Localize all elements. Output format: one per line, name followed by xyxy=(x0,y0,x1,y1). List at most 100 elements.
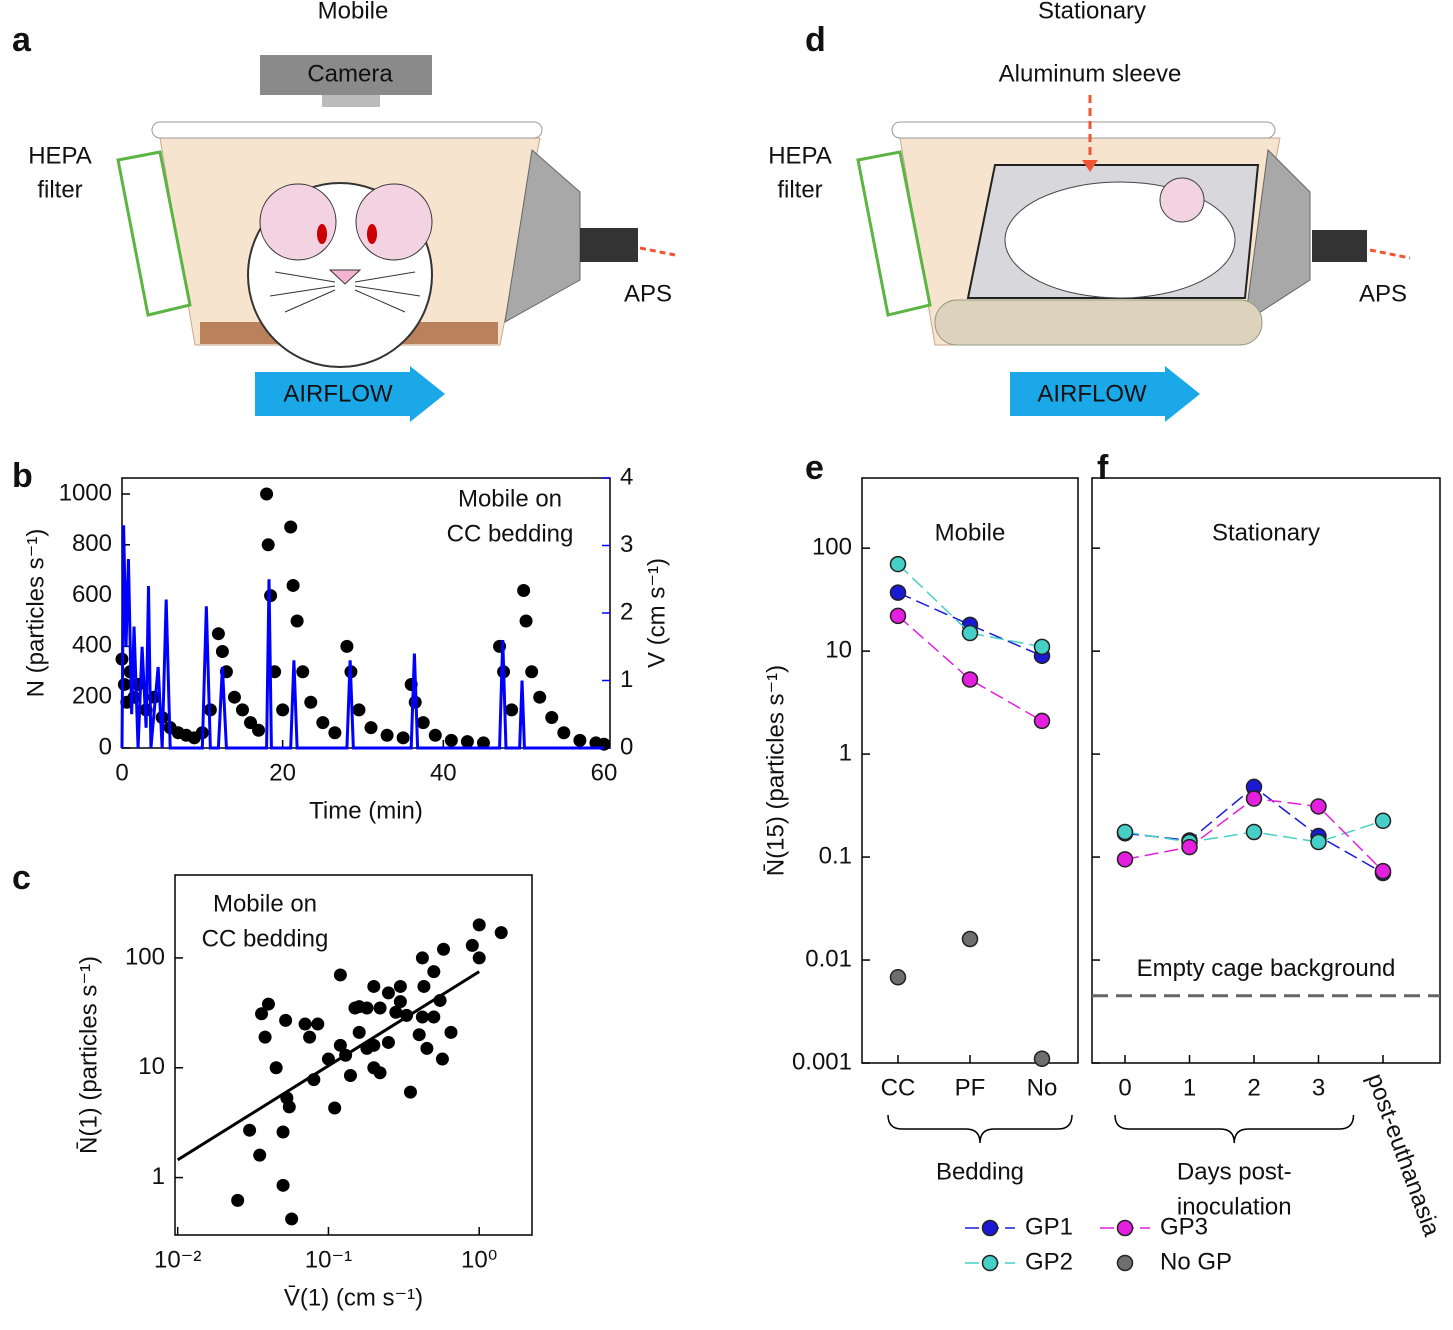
data-point xyxy=(276,1178,290,1192)
ear xyxy=(355,183,433,261)
data-point xyxy=(373,1066,387,1080)
data-point xyxy=(465,938,479,952)
data-point xyxy=(343,1069,357,1083)
data-point xyxy=(417,979,431,993)
data-point xyxy=(889,584,907,601)
data-point xyxy=(340,639,354,653)
label: APS xyxy=(1359,280,1407,307)
y-tick-label: 0.001 xyxy=(792,1048,852,1075)
panel-label: e xyxy=(805,449,824,487)
cone xyxy=(504,149,581,323)
roll xyxy=(934,299,1263,346)
y-tick-label: 10 xyxy=(825,636,852,663)
group-label: Days post- xyxy=(1177,1158,1292,1185)
y-tick-label: 400 xyxy=(72,632,112,659)
tube xyxy=(580,228,638,262)
data-point xyxy=(290,614,304,628)
legend-marker xyxy=(981,1254,999,1272)
cone xyxy=(1244,148,1311,324)
y-tick-label: 600 xyxy=(72,581,112,608)
airflow-arrow xyxy=(1010,366,1200,422)
data-point xyxy=(1374,812,1392,830)
y2-axis-label: V (cm s⁻¹) xyxy=(643,558,670,668)
ear xyxy=(1159,177,1205,223)
data-point xyxy=(519,614,533,628)
data-point xyxy=(505,703,519,717)
x-tick-label: CC xyxy=(881,1074,916,1101)
group-brace xyxy=(1114,1114,1355,1144)
series-line xyxy=(897,563,1043,648)
data-point xyxy=(215,644,229,658)
data-point xyxy=(282,1100,296,1114)
panel-title: Stationary xyxy=(1038,0,1146,24)
series-line xyxy=(176,970,480,1162)
data-point xyxy=(517,584,531,598)
x-tick-label: 10⁻² xyxy=(154,1246,201,1273)
data-point xyxy=(412,1028,426,1042)
x-tick-label: PF xyxy=(955,1074,986,1101)
data-point xyxy=(304,695,318,709)
plot-title: Mobile xyxy=(935,519,1006,546)
data-point xyxy=(211,627,225,641)
data-point xyxy=(428,728,442,742)
eye xyxy=(317,224,327,244)
label: HEPA xyxy=(28,142,92,169)
x-tick-label: 20 xyxy=(269,759,296,786)
exhaust-arrow xyxy=(639,246,676,257)
y-tick-label: 0 xyxy=(99,733,112,760)
y-tick-label: 100 xyxy=(812,533,852,560)
x-tick-label: 0 xyxy=(1118,1074,1131,1101)
data-point xyxy=(352,1025,366,1039)
data-point xyxy=(1310,833,1327,851)
y-axis-label: N (particles s⁻¹) xyxy=(22,529,49,698)
annotation: Mobile on xyxy=(213,890,317,917)
data-point xyxy=(311,1017,325,1031)
panel-label: f xyxy=(1097,449,1109,487)
y2-tick-label: 4 xyxy=(620,463,633,490)
group-brace xyxy=(887,1114,1073,1144)
data-point xyxy=(255,1007,269,1021)
data-point xyxy=(352,703,366,717)
label: Aluminum sleeve xyxy=(999,60,1182,87)
data-point xyxy=(276,1125,290,1139)
data-point xyxy=(1181,838,1198,856)
lid xyxy=(891,121,1276,139)
plot-title: Stationary xyxy=(1212,519,1320,546)
y-axis-label: N̄(15) (particles s⁻¹) xyxy=(762,665,789,876)
data-point xyxy=(286,578,300,592)
x-tick-label: No xyxy=(1027,1074,1058,1101)
data-point xyxy=(889,555,907,573)
data-point xyxy=(889,607,907,625)
y-tick-label: 1 xyxy=(152,1163,165,1190)
y-tick-label: 1000 xyxy=(59,479,112,506)
label: AIRFLOW xyxy=(283,380,393,407)
data-point xyxy=(427,965,441,979)
label: filter xyxy=(37,176,82,203)
data-point xyxy=(415,1010,429,1024)
x-tick-label: 2 xyxy=(1247,1074,1260,1101)
x-axis-label: V̄(1) (cm s⁻¹) xyxy=(284,1284,423,1311)
data-point xyxy=(444,1025,458,1039)
data-point xyxy=(393,995,407,1009)
panel-title: Mobile xyxy=(318,0,389,24)
data-point xyxy=(373,1001,387,1015)
data-point xyxy=(435,1052,449,1066)
data-point xyxy=(367,979,381,993)
data-point xyxy=(1033,1050,1051,1067)
y-axis-label: N̄(1) (particles s⁻¹) xyxy=(75,956,102,1154)
data-point xyxy=(316,716,330,730)
data-point xyxy=(298,1017,312,1031)
arrow-head xyxy=(1082,160,1098,172)
data-point xyxy=(235,703,249,717)
data-point xyxy=(381,986,395,1000)
data-point xyxy=(494,926,508,940)
data-point xyxy=(1033,712,1051,730)
data-point xyxy=(252,723,266,737)
data-point xyxy=(961,671,979,688)
x-axis-label: Time (min) xyxy=(309,797,423,824)
data-point xyxy=(276,703,290,717)
filter xyxy=(116,150,192,317)
data-point xyxy=(403,1085,417,1099)
diagram-d: d Stationary Aluminum sleeve HEPA filter… xyxy=(768,0,1411,422)
